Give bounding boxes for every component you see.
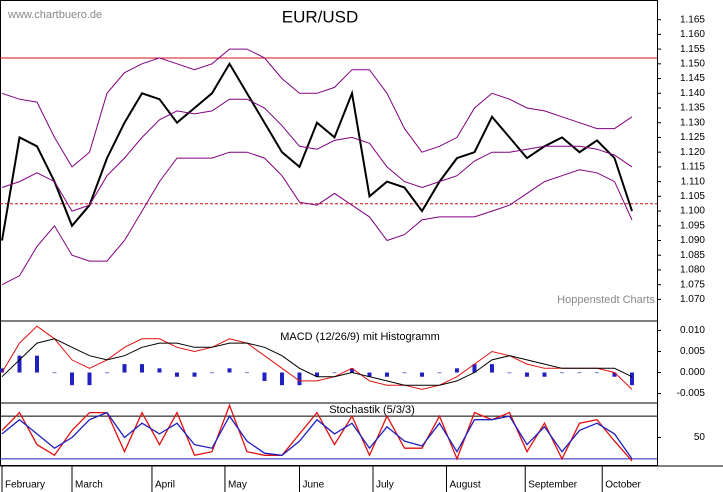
x-tick-label: February [5, 480, 45, 491]
histogram-bar [174, 372, 179, 377]
y-tick-label: 1.075 [680, 279, 705, 290]
source-note: Hoppenstedt Charts [557, 294, 655, 306]
series-line [1, 98, 633, 212]
histogram-bar [349, 368, 354, 373]
y-tick-label: 1.090 [680, 235, 705, 246]
y-tick-label: 1.150 [680, 58, 705, 69]
y-tick-label: 50 [694, 432, 706, 443]
histogram-bar [227, 368, 232, 373]
stoch-title: Stochastik (5/3/3) [329, 404, 415, 416]
histogram-bar [419, 372, 424, 377]
y-tick-label: 1.135 [680, 103, 705, 114]
y-tick-label: 1.125 [680, 132, 705, 143]
x-tick-label: August [449, 480, 480, 491]
histogram-bar [524, 372, 529, 377]
histogram-bar [437, 372, 442, 374]
histogram-bar [332, 372, 337, 374]
histogram-bar [577, 372, 582, 374]
y-tick-label: 1.155 [680, 44, 705, 55]
x-tick-label: May [228, 480, 247, 491]
y-tick-label: 1.080 [680, 265, 705, 276]
macd-title: MACD (12/26/9) mit Histogramm [280, 331, 440, 343]
histogram-bar [542, 372, 547, 377]
histogram-bar [157, 368, 162, 373]
histogram-bar [489, 364, 494, 373]
y-tick-label: 1.110 [681, 176, 706, 187]
series-line [1, 61, 633, 241]
y-tick-label: 0.010 [680, 325, 705, 336]
histogram-bar [367, 372, 372, 377]
histogram-bar [454, 368, 459, 373]
y-tick-label: 0.005 [680, 346, 705, 357]
y-tick-label: 1.130 [680, 117, 705, 128]
y-tick-label: 1.100 [680, 206, 705, 217]
plot-frame [0, 0, 658, 466]
y-tick-label: 1.085 [680, 250, 705, 261]
series-line [1, 48, 633, 168]
histogram-bar [612, 372, 617, 377]
y-tick-label: 1.120 [680, 147, 705, 158]
histogram-bar [17, 355, 22, 373]
series-line [1, 411, 633, 460]
histogram-bar [0, 368, 4, 373]
histogram-bar [244, 372, 249, 374]
y-tick-label: 1.160 [680, 29, 705, 40]
y-tick-label: 1.140 [680, 88, 705, 99]
histogram-bar [139, 364, 144, 373]
x-tick-label: July [376, 480, 394, 491]
histogram-bar [52, 372, 57, 374]
chart-title: EUR/USD [282, 7, 359, 26]
histogram-bar [209, 372, 214, 374]
y-tick-label: 1.145 [680, 73, 705, 84]
x-tick-label: April [155, 480, 175, 491]
histogram-bar [192, 372, 197, 377]
y-tick-label: -0.005 [677, 388, 706, 399]
histogram-bar [472, 364, 477, 373]
x-tick-label: September [528, 480, 578, 491]
watermark: www.chartbuero.de [7, 9, 102, 21]
y-tick-label: 0.000 [680, 367, 705, 378]
histogram-bar [594, 372, 599, 374]
y-tick-label: 1.115 [681, 162, 706, 173]
histogram-bar [507, 372, 512, 374]
y-tick-label: 1.095 [680, 220, 705, 231]
histogram-bar [104, 372, 109, 374]
y-tick-label: 1.165 [680, 14, 705, 25]
histogram-bar [87, 372, 92, 386]
histogram-bar [629, 372, 634, 386]
histogram-bar [122, 364, 127, 373]
x-tick-label: October [605, 480, 641, 491]
histogram-bar [69, 372, 74, 386]
histogram-bar [297, 372, 302, 386]
histogram-bar [559, 372, 564, 374]
x-tick-label: March [75, 480, 103, 491]
series-line [1, 151, 633, 286]
y-tick-label: 1.070 [680, 294, 705, 305]
histogram-bar [279, 372, 284, 386]
histogram-bar [384, 372, 389, 377]
histogram-bar [262, 372, 267, 381]
histogram-bar [314, 372, 319, 377]
y-tick-label: 1.105 [680, 191, 705, 202]
histogram-bar [34, 355, 39, 373]
series-line [1, 338, 633, 386]
histogram-bar [402, 372, 407, 374]
x-tick-label: June [302, 480, 324, 491]
